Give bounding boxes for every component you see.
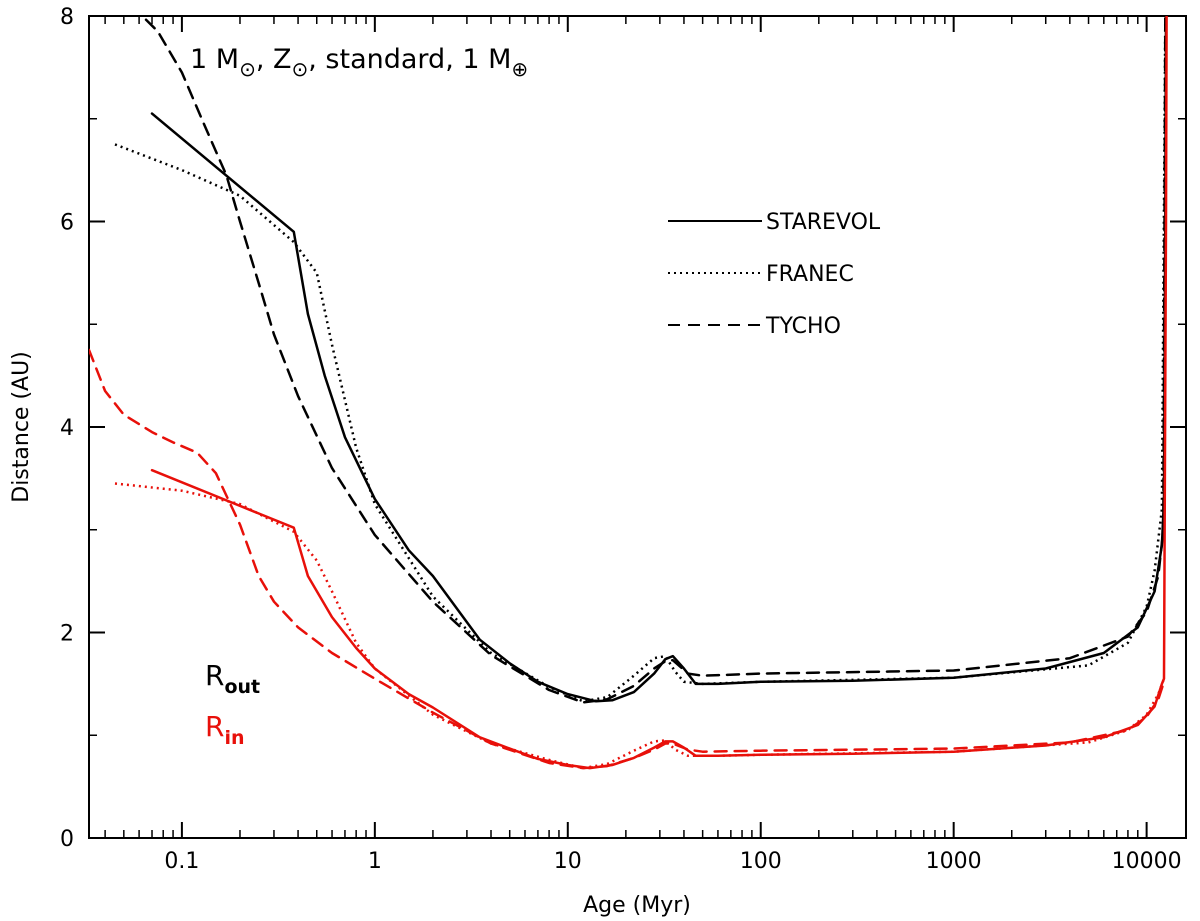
series-layer (89, 16, 1168, 770)
x-tick-label: 1000 (926, 849, 982, 874)
tick-labels: 0.1 1 10 100 1000 10000 0 2 4 6 8 (60, 5, 1182, 874)
label-r-in-main: R (205, 710, 224, 743)
legend: STAREVOL FRANEC TYCHO (668, 210, 881, 339)
label-r-in: Rin (205, 710, 245, 749)
title-sep-1: , Z (256, 44, 292, 75)
title-sep-2: , standard, 1 M (308, 44, 511, 75)
axis-ticks (89, 15, 1186, 839)
label-r-in-sub: in (224, 727, 244, 749)
label-r-out-main: R (205, 659, 224, 692)
title-sub-sun-1: ⊙ (239, 57, 256, 81)
label-r-out-sub: out (224, 676, 260, 698)
title-main: 1 M (190, 44, 239, 75)
y-tick-label: 0 (60, 827, 74, 852)
y-axis-label: Distance (AU) (9, 351, 34, 503)
series-line-starevol-outer (150, 16, 1168, 703)
title-sub-earth: ⊕ (511, 57, 528, 81)
x-tick-label: 0.1 (164, 849, 199, 874)
label-r-out: Rout (205, 659, 260, 698)
series-line-tycho-inner (89, 348, 1165, 770)
plot-frame (88, 15, 1187, 839)
x-tick-label: 10000 (1112, 849, 1182, 874)
x-tick-label: 10 (554, 849, 582, 874)
x-tick-label: 1 (368, 849, 382, 874)
chart-title: 1 M⊙, Z⊙, standard, 1 M⊕ (190, 44, 528, 81)
legend-label-tycho: TYCHO (765, 314, 841, 339)
series-line-starevol-inner (150, 16, 1168, 770)
legend-label-franec: FRANEC (766, 262, 854, 287)
y-tick-label: 6 (60, 211, 74, 236)
y-tick-label: 2 (60, 622, 74, 647)
x-tick-label: 100 (740, 849, 782, 874)
series-line-tycho-outer (140, 16, 1167, 704)
legend-label-starevol: STAREVOL (766, 210, 881, 235)
y-tick-label: 4 (60, 416, 74, 441)
series-line-franec-inner (114, 482, 1166, 770)
y-tick-label: 8 (60, 5, 74, 30)
x-axis-label: Age (Myr) (583, 893, 691, 918)
title-sub-sun-2: ⊙ (292, 57, 309, 81)
